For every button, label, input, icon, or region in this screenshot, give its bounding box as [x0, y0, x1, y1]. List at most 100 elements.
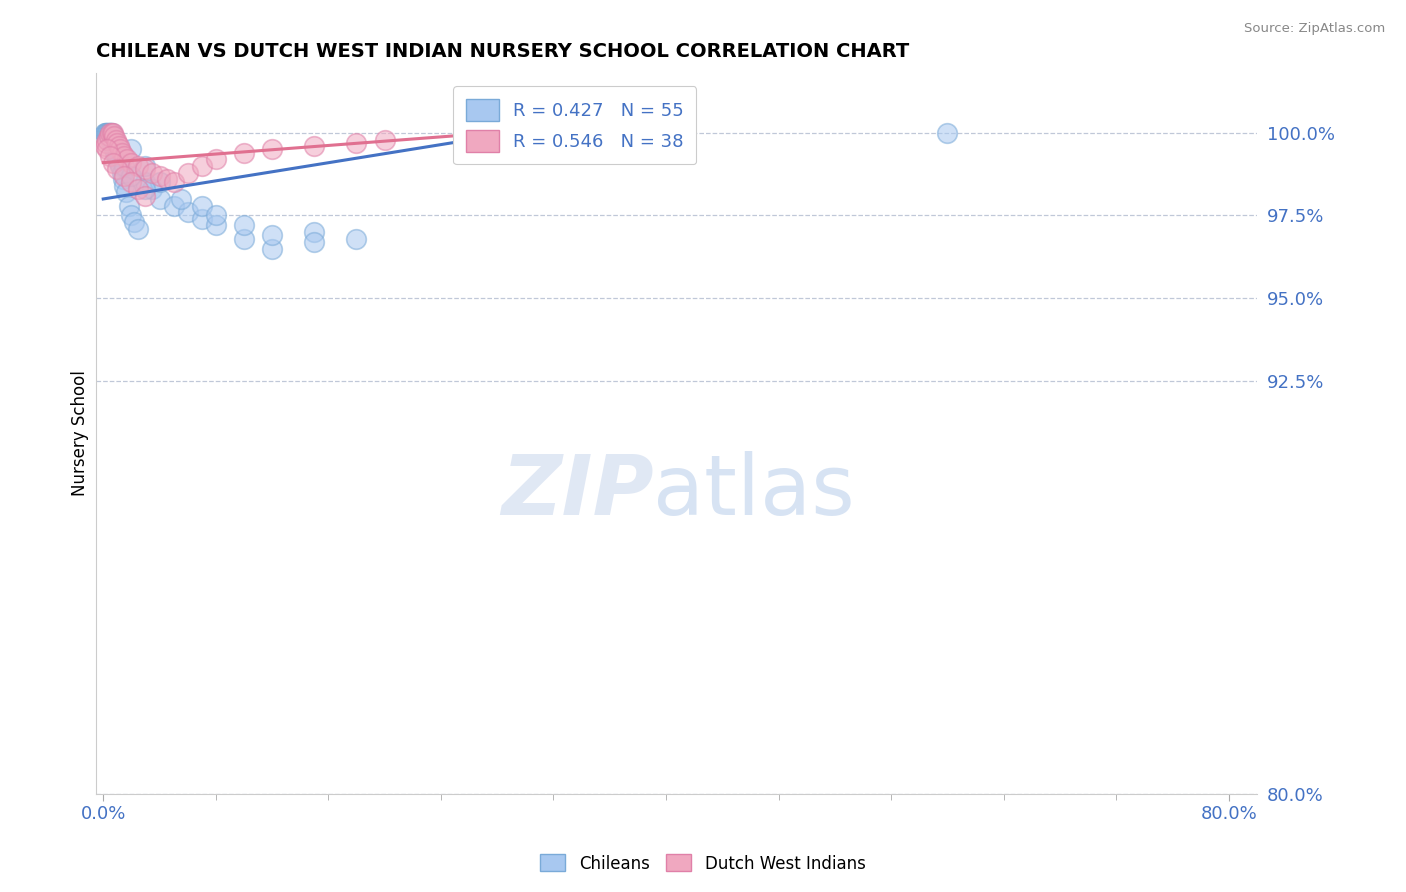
Point	[107, 155, 129, 169]
Point	[100, 126, 122, 140]
Point	[134, 188, 156, 202]
Point	[98, 126, 121, 140]
Point	[104, 145, 127, 160]
Point	[117, 198, 139, 212]
Point	[98, 149, 121, 163]
Point	[304, 235, 326, 249]
Point	[105, 153, 128, 167]
Point	[346, 136, 368, 150]
Point	[94, 126, 117, 140]
Point	[103, 129, 125, 144]
Point	[105, 149, 128, 163]
Point	[97, 126, 120, 140]
Point	[101, 136, 124, 150]
Point	[93, 139, 115, 153]
Point	[204, 209, 226, 223]
Point	[148, 192, 170, 206]
Point	[262, 228, 284, 243]
Point	[96, 143, 118, 157]
Text: CHILEAN VS DUTCH WEST INDIAN NURSERY SCHOOL CORRELATION CHART: CHILEAN VS DUTCH WEST INDIAN NURSERY SCH…	[96, 42, 910, 61]
Point	[93, 126, 115, 140]
Legend: R = 0.427   N = 55, R = 0.546   N = 38: R = 0.427 N = 55, R = 0.546 N = 38	[454, 86, 696, 164]
Point	[176, 165, 198, 179]
Point	[112, 178, 135, 193]
Point	[120, 176, 142, 190]
Point	[98, 126, 121, 140]
Point	[127, 159, 149, 173]
Point	[134, 176, 156, 190]
Point	[134, 182, 156, 196]
Point	[232, 145, 254, 160]
Point	[104, 132, 127, 146]
Point	[204, 219, 226, 233]
Point	[101, 132, 124, 146]
Point	[122, 215, 145, 229]
Point	[262, 242, 284, 256]
Point	[155, 172, 177, 186]
Point	[101, 155, 124, 169]
Point	[232, 232, 254, 246]
Point	[190, 198, 212, 212]
Point	[141, 182, 163, 196]
Point	[127, 221, 149, 235]
Point	[101, 139, 124, 153]
Point	[97, 126, 120, 140]
Point	[169, 192, 191, 206]
Point	[103, 139, 125, 153]
Point	[98, 132, 121, 146]
Point	[120, 155, 142, 169]
Text: Source: ZipAtlas.com: Source: ZipAtlas.com	[1244, 22, 1385, 36]
Point	[111, 172, 134, 186]
Point	[94, 126, 117, 140]
Point	[204, 153, 226, 167]
Point	[120, 209, 142, 223]
Point	[104, 149, 127, 163]
Point	[232, 219, 254, 233]
Text: atlas: atlas	[654, 450, 855, 532]
Point	[100, 126, 122, 140]
Point	[120, 169, 142, 183]
Point	[108, 159, 131, 173]
Point	[110, 145, 132, 160]
Point	[96, 126, 118, 140]
Point	[162, 176, 184, 190]
Point	[110, 165, 132, 179]
Point	[127, 182, 149, 196]
Point	[112, 149, 135, 163]
Point	[98, 126, 121, 140]
Y-axis label: Nursery School: Nursery School	[72, 370, 89, 497]
Point	[105, 162, 128, 177]
Point	[304, 139, 326, 153]
Point	[190, 211, 212, 226]
Text: ZIP: ZIP	[501, 450, 654, 532]
Point	[120, 143, 142, 157]
Point	[374, 132, 396, 146]
Point	[141, 165, 163, 179]
Point	[148, 176, 170, 190]
Point	[94, 136, 117, 150]
Legend: Chileans, Dutch West Indians: Chileans, Dutch West Indians	[534, 847, 872, 880]
Point	[100, 126, 122, 140]
Point	[97, 129, 120, 144]
Point	[108, 143, 131, 157]
Point	[262, 143, 284, 157]
Point	[176, 205, 198, 219]
Point	[134, 162, 156, 177]
Point	[112, 159, 135, 173]
Point	[114, 186, 136, 200]
Point	[134, 159, 156, 173]
Point	[96, 132, 118, 146]
Point	[162, 198, 184, 212]
Point	[105, 136, 128, 150]
Point	[148, 169, 170, 183]
Point	[101, 126, 124, 140]
Point	[304, 225, 326, 239]
Point	[115, 153, 138, 167]
Point	[936, 126, 959, 140]
Point	[96, 126, 118, 140]
Point	[103, 143, 125, 157]
Point	[112, 169, 135, 183]
Point	[190, 159, 212, 173]
Point	[346, 232, 368, 246]
Point	[107, 139, 129, 153]
